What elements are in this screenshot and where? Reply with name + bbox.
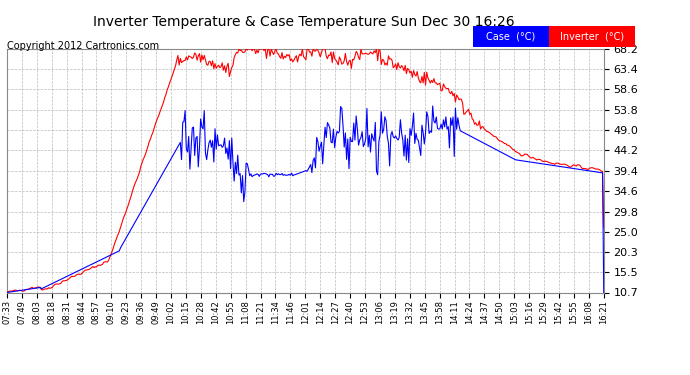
Text: Case  (°C): Case (°C) — [486, 32, 535, 42]
Text: Inverter Temperature & Case Temperature Sun Dec 30 16:26: Inverter Temperature & Case Temperature … — [92, 15, 515, 29]
Text: Inverter  (°C): Inverter (°C) — [560, 32, 624, 42]
Text: Copyright 2012 Cartronics.com: Copyright 2012 Cartronics.com — [7, 41, 159, 51]
